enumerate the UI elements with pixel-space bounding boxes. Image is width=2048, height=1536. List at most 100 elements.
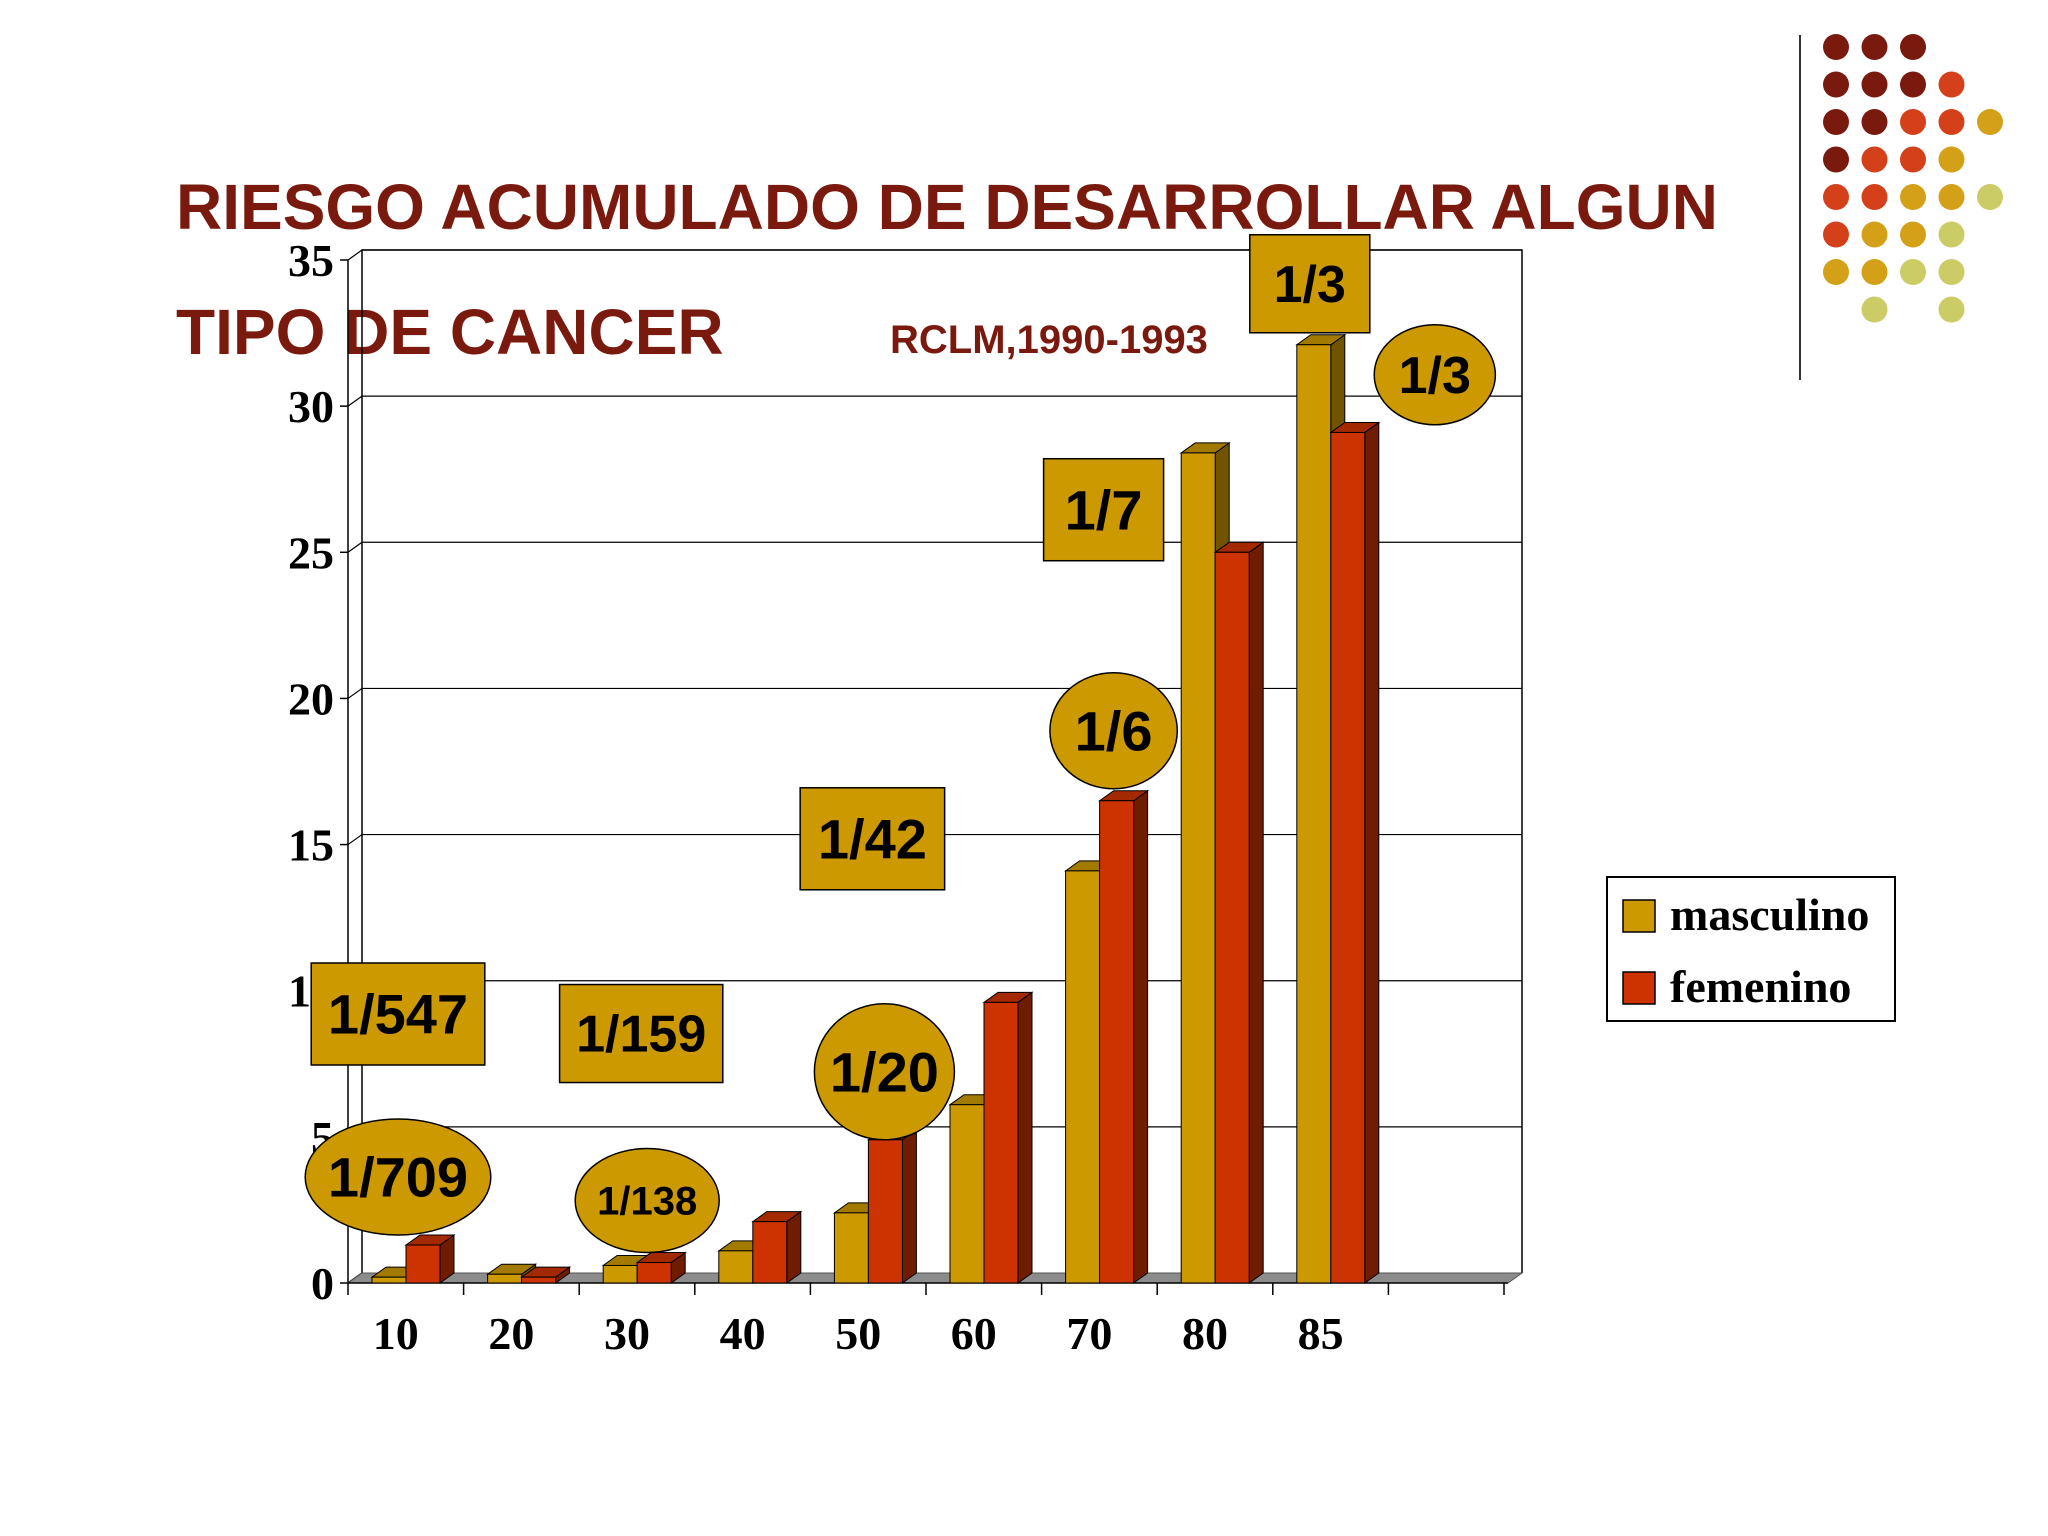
chart-legend: masculino femenino xyxy=(1606,876,1896,1022)
bar-front xyxy=(405,1244,441,1284)
decor-dot xyxy=(1900,34,1926,60)
decor-dot xyxy=(1861,184,1888,210)
decor-dot xyxy=(1861,259,1888,285)
bar-femenino-85 xyxy=(1329,421,1381,1284)
bar-front xyxy=(636,1262,672,1284)
bar-front xyxy=(1065,870,1101,1284)
risk-annotation-femenino-50: 1/20 xyxy=(813,1003,956,1141)
x-tick-label: 50 xyxy=(835,1308,881,1359)
decor-dot xyxy=(1938,184,1965,210)
x-tick-label: 85 xyxy=(1298,1308,1344,1359)
bar-side xyxy=(1248,541,1264,1284)
decor-dot xyxy=(1977,184,2003,210)
bar-front xyxy=(521,1276,557,1284)
legend-swatch-femenino xyxy=(1622,971,1656,1005)
risk-box xyxy=(558,983,724,1084)
bar-front xyxy=(1099,800,1135,1284)
y-tick-label: 25 xyxy=(288,527,334,578)
decor-dot xyxy=(1900,109,1926,135)
risk-annotation-masculino-30: 1/159 xyxy=(558,983,724,1084)
y-tick-label: 30 xyxy=(288,381,334,432)
risk-box-label: 1/7 xyxy=(1065,478,1143,541)
risk-ellipse-label: 1/138 xyxy=(597,1180,697,1224)
decorative-dot-grid xyxy=(1823,34,2003,323)
y-tick-label: 35 xyxy=(288,235,334,286)
decor-dot xyxy=(1900,146,1926,173)
legend-swatch-masculino xyxy=(1622,899,1656,933)
slide-subtitle: RCLM,1990-1993 xyxy=(890,318,1208,362)
gridline-side xyxy=(347,834,363,846)
legend-label-masculino: masculino xyxy=(1670,889,1869,940)
y-tick-label: 15 xyxy=(288,820,334,871)
bar-femenino-10 xyxy=(404,1234,456,1284)
decor-dot xyxy=(1861,34,1888,60)
decorative-divider xyxy=(1799,35,1801,380)
decor-dot xyxy=(1861,146,1888,173)
risk-ellipse-label: 1/3 xyxy=(1399,347,1471,405)
risk-annotation-femenino-70: 1/6 xyxy=(1049,671,1179,790)
bar-femenino-50 xyxy=(866,1128,918,1284)
decor-dot xyxy=(1938,146,1965,173)
bar-femenino-30 xyxy=(635,1251,687,1284)
gridline-side xyxy=(347,395,363,407)
bar-front xyxy=(1214,551,1250,1284)
risk-ellipse xyxy=(304,1118,492,1236)
risk-annotation-masculino-85: 1/3 xyxy=(1249,234,1371,334)
gridline-side xyxy=(347,541,363,553)
bar-front xyxy=(1180,452,1216,1284)
x-tick-label: 80 xyxy=(1182,1308,1228,1359)
decor-dot xyxy=(1861,71,1888,98)
bar-front xyxy=(487,1273,523,1284)
gridline-side xyxy=(347,687,363,699)
bar-side xyxy=(786,1210,802,1284)
bar-front xyxy=(949,1104,985,1284)
slide-title-line-1: RIESGO ACUMULADO DE DESARROLLAR ALGUN xyxy=(176,171,1718,243)
decor-dot xyxy=(1823,109,1849,135)
bar-femenino-70 xyxy=(1098,789,1150,1284)
risk-annotation-femenino-85: 1/3 xyxy=(1373,324,1497,426)
risk-box xyxy=(799,787,946,891)
bar-front xyxy=(371,1276,407,1284)
decor-dot xyxy=(1977,109,2003,135)
risk-ellipse-label: 1/709 xyxy=(328,1146,468,1209)
risk-box-label: 1/547 xyxy=(328,983,468,1046)
legend-label-femenino: femenino xyxy=(1670,961,1851,1012)
risk-annotation-femenino-30: 1/138 xyxy=(574,1147,720,1254)
bar-front xyxy=(602,1264,638,1284)
risk-box-label: 1/3 xyxy=(1274,256,1346,314)
risk-box xyxy=(1042,457,1165,562)
x-tick-label: 10 xyxy=(373,1308,419,1359)
risk-ellipse xyxy=(1373,324,1497,426)
gridline-side xyxy=(347,249,363,261)
risk-annotation-masculino-10: 1/547 xyxy=(310,962,486,1066)
decor-dot xyxy=(1823,259,1849,285)
bar-front xyxy=(867,1139,903,1284)
decor-dot xyxy=(1900,71,1926,98)
y-tick-label: 20 xyxy=(288,673,334,724)
risk-ellipse xyxy=(1049,671,1179,790)
decor-dot xyxy=(1823,71,1849,98)
decor-dot xyxy=(1938,221,1965,248)
bar-side xyxy=(1133,789,1149,1284)
risk-ellipse-label: 1/20 xyxy=(830,1040,939,1103)
y-tick-label: 0 xyxy=(311,1258,334,1309)
risk-box-label: 1/42 xyxy=(818,807,927,870)
bar-front xyxy=(718,1250,754,1284)
bar-front xyxy=(1296,344,1332,1284)
decor-dot xyxy=(1900,259,1926,285)
bar-front xyxy=(752,1221,788,1284)
risk-box-label: 1/159 xyxy=(576,1006,706,1064)
risk-ellipse xyxy=(574,1147,720,1254)
risk-box xyxy=(1249,234,1371,334)
bar-front xyxy=(1330,431,1366,1284)
risk-box xyxy=(310,962,486,1066)
bar-femenino-40 xyxy=(751,1210,803,1284)
decor-dot xyxy=(1823,221,1849,248)
bar-side xyxy=(901,1128,917,1284)
decor-dot xyxy=(1861,296,1888,323)
x-tick-label: 70 xyxy=(1066,1308,1112,1359)
risk-annotation-masculino-70: 1/7 xyxy=(1042,457,1165,562)
slide-title-line-2: TIPO DE CANCER xyxy=(176,296,724,368)
